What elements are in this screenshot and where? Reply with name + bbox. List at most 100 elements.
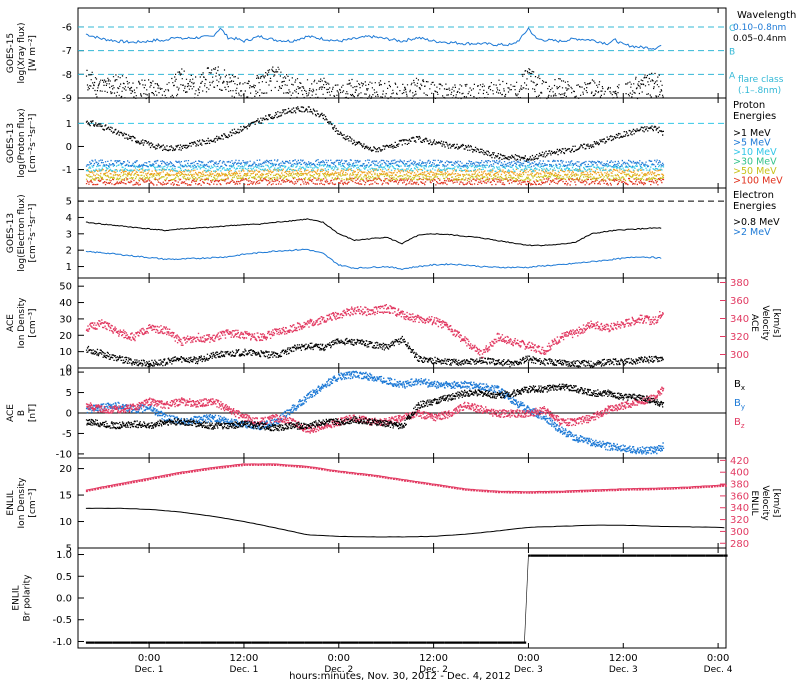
x-tick-day-label: Dec. 2 (324, 665, 353, 675)
y-axis-label: Ion Density (17, 297, 27, 349)
series-electron-08 (85, 218, 662, 247)
y-axis-label: [cm⁻³] (28, 308, 38, 337)
legend-proton-5: >100 MeV (733, 176, 783, 187)
x-tick-label: 0:00 (517, 653, 539, 664)
y-axis-label: [cm⁻²s⁻¹sr⁻¹] (28, 114, 38, 173)
y-axis-label: ENLIL (6, 490, 16, 515)
y-right-tick-label: 340 (730, 503, 749, 514)
y-right-axis-label: Velocity (760, 305, 770, 341)
x-tick-day-label: Dec. 4 (704, 665, 733, 675)
y-right-axis-label: [km/s] (771, 309, 781, 338)
y-axis-label: ACE (6, 404, 16, 422)
panel-frame-enlil_plasma (77, 457, 727, 549)
legend-proton-0: >1 MeV (733, 128, 771, 139)
y-right-tick-label: 320 (730, 332, 749, 343)
y-axis-label: [cm⁻³] (28, 488, 38, 517)
series-bz (85, 386, 665, 434)
y-axis-label: ENLIL (12, 585, 22, 610)
y-right-tick-label: 320 (730, 515, 749, 526)
legend-electron-2: >2 MeV (733, 227, 771, 238)
legend-electron-08: >0.8 MeV (733, 217, 780, 228)
x-tick-label: 0:00 (328, 653, 350, 664)
series-electron-2 (85, 248, 662, 271)
y-axis-label: ACE (6, 314, 16, 332)
flare-class-title: flare class (738, 75, 784, 85)
series-xray-long (85, 27, 662, 51)
legend-by: By (734, 398, 745, 411)
y-right-axis-label: Velocity (760, 485, 770, 521)
legend-proton-4: >50 MeV (733, 166, 777, 177)
x-tick-label: 12:00 (609, 653, 638, 664)
y-axis-label: [cm⁻²s⁻¹sr⁻¹] (28, 204, 38, 263)
y-axis-label: log(Proton flux) (17, 108, 27, 177)
y-tick-label: 10 (59, 517, 72, 528)
series-enlil-velocity (85, 463, 725, 493)
x-tick-label: 0:00 (138, 653, 160, 664)
y-tick-label: 4 (66, 213, 72, 224)
series-polarity-negative (85, 641, 527, 644)
series-ace-velocity (85, 304, 664, 359)
series-xray-short (85, 66, 664, 100)
y-tick-label: 20 (59, 331, 72, 342)
y-tick-label: 50 (59, 282, 72, 293)
y-tick-label: 2 (66, 246, 72, 257)
y-right-tick-label: 300 (730, 527, 749, 538)
y-tick-label: -6 (62, 22, 72, 33)
y-right-tick-label: 340 (730, 314, 749, 325)
x-tick-label: 0:00 (707, 653, 729, 664)
flare-class-label: A (729, 71, 736, 81)
y-right-tick-label: 380 (730, 480, 749, 491)
series-proton-3 (85, 168, 665, 177)
series-bx (85, 383, 665, 432)
y-right-tick-label: 360 (730, 491, 749, 502)
y-right-tick-label: 360 (730, 296, 749, 307)
y-tick-label: -1.0 (52, 637, 72, 648)
panel-frame-enlil_polarity (77, 547, 727, 649)
series-polarity-positive (528, 554, 728, 557)
y-right-tick-label: 380 (730, 278, 749, 289)
y-right-tick-label: 300 (730, 350, 749, 361)
y-tick-label: 40 (59, 298, 72, 309)
electron-legend-title: Energies (733, 201, 776, 212)
y-axis-label: [W m⁻²] (28, 35, 38, 71)
y-right-tick-label: 400 (730, 468, 749, 479)
x-tick-day-label: Dec. 1 (230, 665, 259, 675)
y-tick-label: -5 (62, 429, 72, 440)
y-tick-label: 5 (66, 388, 72, 399)
series-enlil-velocity-marks (85, 463, 727, 494)
flare-class-label: C (729, 24, 735, 34)
y-tick-label: 1 (66, 262, 72, 273)
y-tick-label: 3 (66, 229, 72, 240)
x-tick-day-label: Dec. 3 (609, 665, 638, 675)
y-tick-label: 0.5 (56, 572, 72, 583)
y-right-axis-label: ACE (749, 314, 759, 332)
y-tick-label: 0 (66, 364, 72, 375)
proton-legend-title: Proton (733, 100, 765, 111)
flare-class-label: B (729, 48, 735, 58)
x-tick-day-label: Dec. 3 (514, 665, 543, 675)
x-tick-label: 12:00 (230, 653, 259, 664)
y-axis-label: log(Xray flux) (17, 22, 27, 83)
y-axis-label: GOES-13 (6, 123, 16, 163)
legend-proton-3: >30 MeV (733, 157, 777, 168)
y-tick-label: -8 (62, 70, 72, 81)
series-enlil-density (85, 507, 725, 538)
legend-xray-long: 0.10–0.8nm (733, 23, 786, 33)
series-proton-2 (85, 163, 665, 173)
y-right-axis-label: [km/s] (771, 489, 781, 518)
y-tick-label: -9 (62, 94, 72, 105)
y-tick-label: -7 (62, 46, 72, 57)
y-axis-label: [nT] (28, 404, 38, 422)
y-right-tick-label: 420 (730, 456, 749, 467)
y-tick-label: 5 (66, 197, 72, 208)
series-proton-0 (85, 106, 664, 162)
y-tick-label: 15 (59, 491, 72, 502)
series-ace-density (85, 335, 664, 368)
y-tick-label: 20 (59, 464, 72, 475)
y-tick-label: 30 (59, 314, 72, 325)
y-tick-label: 1.0 (56, 550, 72, 561)
y-axis-label: B (17, 410, 27, 416)
x-tick-label: 12:00 (419, 653, 448, 664)
y-tick-label: -0.5 (52, 615, 72, 626)
